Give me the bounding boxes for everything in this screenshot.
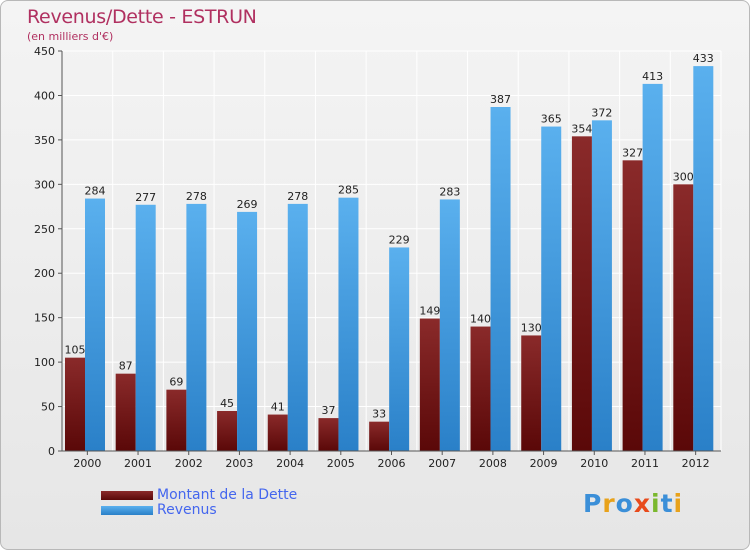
bar-revenus (591, 120, 612, 451)
data-label-revenus: 413 (642, 70, 663, 83)
data-label-dette: 105 (65, 344, 86, 357)
logo-letter: r (602, 489, 616, 518)
data-label-dette: 69 (169, 376, 183, 389)
bar-dette (65, 357, 85, 451)
data-label-revenus: 277 (135, 191, 156, 204)
y-tick-label: 350 (34, 134, 55, 147)
x-tick-label: 2007 (428, 457, 456, 470)
data-label-revenus: 387 (490, 93, 511, 106)
data-label-dette: 149 (419, 305, 440, 318)
bar-revenus (338, 197, 359, 451)
x-tick-label: 2001 (124, 457, 152, 470)
y-tick-label: 200 (34, 267, 55, 280)
proxiti-logo: Proxiti (583, 489, 683, 518)
y-tick-label: 50 (41, 401, 55, 414)
data-label-dette: 37 (321, 404, 335, 417)
logo-letter: i (651, 489, 661, 518)
legend-swatch-dette (101, 491, 153, 500)
x-tick-label: 2009 (530, 457, 558, 470)
bar-dette (369, 421, 390, 451)
bar-revenus (642, 83, 663, 451)
legend-label-revenus: Revenus (157, 502, 217, 518)
y-tick-label: 100 (34, 356, 55, 369)
x-tick-label: 2011 (631, 457, 659, 470)
y-tick-label: 150 (34, 312, 55, 325)
y-tick-label: 250 (34, 223, 55, 236)
data-label-revenus: 285 (338, 184, 359, 197)
y-tick-label: 450 (34, 45, 55, 58)
bar-dette (571, 136, 592, 452)
logo-letter: i (673, 489, 684, 518)
axes: 0 50 100 150 200 250 300 350 400 450 2000 2001 2002 2… (34, 45, 721, 470)
data-label-revenus: 284 (85, 185, 106, 198)
bar-dette (673, 184, 694, 452)
data-label-dette: 33 (372, 408, 386, 421)
data-label-revenus: 269 (237, 198, 258, 211)
data-label-dette: 354 (571, 122, 592, 135)
data-label-revenus: 372 (591, 106, 612, 119)
bar-revenus (541, 126, 562, 452)
data-label-dette: 45 (220, 397, 234, 410)
x-tick-label: 2005 (327, 457, 355, 470)
data-label-revenus: 433 (693, 52, 714, 65)
y-tick-label: 0 (48, 445, 55, 458)
data-label-revenus: 283 (439, 185, 460, 198)
bar-revenus (85, 198, 105, 451)
legend-swatch-revenus (101, 506, 153, 515)
data-label-dette: 140 (470, 313, 491, 326)
data-label-revenus: 278 (287, 190, 308, 203)
data-label-revenus: 229 (389, 233, 410, 246)
bar-dette (470, 326, 491, 451)
data-label-dette: 300 (673, 170, 694, 183)
x-tick-label: 2000 (73, 457, 101, 470)
bar-revenus (237, 211, 258, 451)
bar-dette (318, 418, 339, 451)
x-tick-label: 2002 (175, 457, 203, 470)
bar-revenus (389, 247, 410, 451)
bar-revenus (439, 199, 460, 451)
legend-label-dette: Montant de la Dette (157, 487, 298, 503)
x-tick-label: 2010 (580, 457, 608, 470)
bar-dette (166, 389, 187, 451)
chart-subtitle: (en milliers d'€) (27, 30, 114, 43)
data-label-dette: 327 (622, 146, 643, 159)
bar-dette (419, 318, 440, 451)
x-tick-label: 2012 (682, 457, 710, 470)
x-tick-label: 2008 (479, 457, 507, 470)
logo-letter: t (660, 489, 674, 518)
bar-revenus (287, 203, 308, 451)
bar-revenus (186, 203, 207, 451)
bar-revenus (693, 66, 714, 451)
data-labels: 105 284 87 277 69 278 45 269 41 278 37 285 33 229 149 2… (65, 52, 714, 421)
bar-dette (521, 335, 542, 451)
bar-revenus (490, 107, 511, 451)
y-tick-label: 300 (34, 178, 55, 191)
data-label-revenus: 278 (186, 190, 207, 203)
data-label-revenus: 365 (541, 113, 562, 126)
bar-revenus (135, 204, 156, 451)
x-tick-label: 2004 (276, 457, 304, 470)
bars (65, 66, 714, 452)
data-label-dette: 87 (119, 360, 133, 373)
data-label-dette: 41 (271, 401, 285, 414)
data-label-dette: 130 (521, 321, 542, 334)
logo-letter: x (633, 489, 651, 518)
bar-dette (115, 373, 136, 451)
bar-dette (267, 414, 288, 451)
x-tick-label: 2003 (225, 457, 253, 470)
x-tick-label: 2006 (378, 457, 406, 470)
logo-letter: o (615, 489, 634, 518)
chart-title: Revenus/Dette - ESTRUN (27, 6, 257, 28)
bar-dette (217, 411, 238, 451)
bar-dette (622, 160, 643, 452)
logo-letter: P (583, 489, 603, 518)
y-tick-label: 400 (34, 89, 55, 102)
